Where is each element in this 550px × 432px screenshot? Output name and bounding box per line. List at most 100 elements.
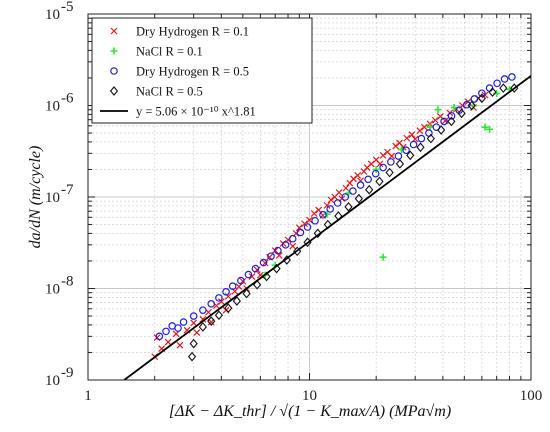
- data-point: [341, 193, 350, 201]
- data-point: [235, 283, 243, 290]
- x-axis-label: [ΔK − ΔK_thr] / √(1 − K_max/A) (MPa√m): [169, 403, 451, 420]
- data-point: [488, 87, 497, 97]
- data-point: [190, 319, 198, 327]
- data-point: [403, 134, 411, 142]
- data-point: [388, 152, 396, 160]
- data-point: [499, 83, 508, 93]
- data-point: [354, 193, 363, 204]
- data-point: [481, 123, 489, 131]
- data-point: [323, 210, 331, 218]
- data-point: [457, 108, 466, 119]
- data-point: [437, 125, 446, 135]
- y-tick-label: 10: [45, 282, 60, 298]
- data-point: [179, 318, 188, 326]
- data-point: [416, 127, 424, 135]
- data-point: [224, 303, 233, 313]
- data-point: [207, 316, 216, 326]
- data-point: [199, 315, 207, 323]
- data-point: [379, 151, 387, 159]
- data-point: [371, 169, 380, 178]
- data-point: [228, 282, 237, 290]
- data-point: [193, 329, 201, 336]
- series-5: [123, 75, 531, 380]
- y-tick-exponent: -8: [61, 274, 74, 290]
- data-point: [189, 338, 198, 349]
- data-point: [242, 288, 251, 299]
- legend-label: y = 5.06 × 10⁻¹⁰ x^1.81: [136, 105, 256, 119]
- legend-label: NaCl R = 0.5: [136, 85, 203, 99]
- y-tick-exponent: -5: [61, 0, 74, 15]
- data-point: [402, 146, 410, 154]
- data-point: [207, 300, 216, 308]
- data-point: [310, 210, 318, 217]
- legend-entry-5: y = 5.06 × 10⁻¹⁰ x^1.81: [100, 105, 256, 119]
- legend-marker: [109, 86, 119, 96]
- y-tick-label: 10: [45, 7, 60, 23]
- y-tick-label: 10: [45, 373, 60, 389]
- x-tick-label: 10: [302, 388, 317, 404]
- y-tick-label: 10: [45, 190, 60, 206]
- data-point: [189, 312, 198, 320]
- data-point: [319, 210, 327, 219]
- data-point: [327, 196, 335, 204]
- legend-entry-2: NaCl R = 0.1: [110, 45, 203, 59]
- data-point: [409, 140, 418, 149]
- data-point: [296, 228, 305, 237]
- data-point: [215, 294, 223, 302]
- data-point: [349, 187, 357, 195]
- data-point: [500, 75, 509, 83]
- y-axis-label: da/dN (m/cycle): [27, 146, 44, 249]
- data-layer: [123, 73, 531, 380]
- data-point: [174, 324, 182, 332]
- data-point: [493, 79, 501, 88]
- data-point: [447, 112, 456, 120]
- y-tick-exponent: -6: [61, 91, 74, 107]
- data-point: [376, 160, 384, 168]
- data-point: [259, 258, 268, 267]
- data-point: [406, 150, 415, 161]
- data-point: [486, 125, 494, 133]
- data-point: [375, 176, 384, 187]
- data-point: [311, 216, 319, 225]
- data-point: [431, 116, 439, 124]
- legend-marker: [110, 67, 118, 75]
- legend-marker: [110, 47, 118, 55]
- legend-label: NaCl R = 0.1: [136, 45, 203, 59]
- data-point: [379, 163, 387, 172]
- legend: Dry Hydrogen R = 0.1 NaCl R = 0.1 Dry Hydr…: [91, 17, 313, 124]
- data-point: [232, 296, 241, 306]
- data-point: [303, 223, 312, 231]
- legend-entry-1: Dry Hydrogen R = 0.1: [110, 25, 249, 39]
- data-point: [372, 165, 380, 173]
- data-point: [162, 327, 170, 336]
- data-point: [477, 93, 486, 104]
- data-point: [281, 241, 290, 249]
- data-point: [416, 142, 425, 153]
- data-point: [344, 202, 353, 212]
- data-point: [323, 201, 331, 209]
- data-point: [467, 100, 476, 111]
- data-point: [313, 228, 322, 239]
- data-point: [237, 276, 245, 285]
- data-point: [248, 273, 256, 280]
- legend-entry-4: NaCl R = 0.5: [109, 85, 203, 99]
- data-point: [224, 292, 232, 300]
- data-point: [289, 242, 297, 250]
- data-point: [385, 167, 394, 178]
- data-point: [301, 220, 308, 228]
- axis-ticks: [87, 14, 531, 381]
- data-point: [508, 73, 516, 81]
- data-point: [394, 152, 403, 160]
- legend-label: Dry Hydrogen R = 0.1: [136, 25, 249, 39]
- data-point: [426, 133, 435, 144]
- data-point: [408, 131, 416, 139]
- legend-items: Dry Hydrogen R = 0.1 NaCl R = 0.1 Dry Hydr…: [100, 25, 256, 119]
- data-point: [176, 341, 184, 349]
- data-point: [335, 189, 343, 196]
- y-tick-exponent: -7: [61, 182, 74, 198]
- data-point: [395, 159, 405, 169]
- data-point: [462, 100, 471, 109]
- data-point: [364, 175, 372, 184]
- data-point: [217, 298, 225, 305]
